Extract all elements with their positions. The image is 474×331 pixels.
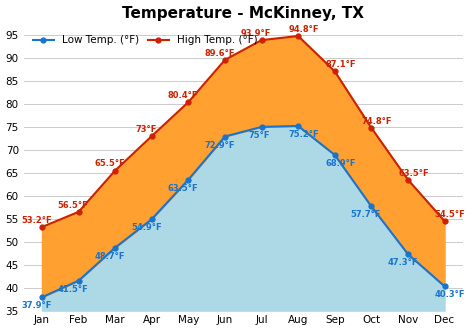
High Temp. (°F) [222,58,228,62]
Text: 57.7°F: 57.7°F [351,211,381,219]
Low Temp. (°F) [112,246,118,250]
High Temp. (°F) [39,225,45,229]
Line: High Temp. (°F): High Temp. (°F) [39,33,447,229]
Title: Temperature - McKinney, TX: Temperature - McKinney, TX [122,6,364,21]
Text: 72.9°F: 72.9°F [204,141,235,150]
High Temp. (°F) [259,38,264,42]
Text: 74.8°F: 74.8°F [362,117,392,126]
Text: 94.8°F: 94.8°F [289,25,319,34]
Low Temp. (°F) [149,217,155,221]
High Temp. (°F) [368,126,374,130]
Text: 47.3°F: 47.3°F [387,258,418,267]
Legend: Low Temp. (°F), High Temp. (°F): Low Temp. (°F), High Temp. (°F) [29,31,262,49]
High Temp. (°F) [405,178,411,182]
Text: 41.5°F: 41.5°F [58,285,88,294]
Text: 40.3°F: 40.3°F [435,290,465,299]
High Temp. (°F) [295,34,301,38]
Low Temp. (°F) [185,178,191,182]
Text: 63.5°F: 63.5°F [398,168,429,177]
Text: 73°F: 73°F [136,125,157,134]
Text: 87.1°F: 87.1°F [325,60,356,69]
High Temp. (°F) [442,219,447,223]
Low Temp. (°F) [368,204,374,208]
Text: 93.9°F: 93.9°F [241,29,271,38]
Text: 53.2°F: 53.2°F [21,216,52,225]
Text: 75°F: 75°F [248,131,270,140]
Text: 54.5°F: 54.5°F [435,210,465,219]
High Temp. (°F) [332,70,337,73]
High Temp. (°F) [112,168,118,172]
Text: 89.6°F: 89.6°F [204,49,235,58]
Text: 56.5°F: 56.5°F [58,201,88,210]
Low Temp. (°F) [259,125,264,129]
Text: 68.9°F: 68.9°F [325,159,356,168]
Text: 65.5°F: 65.5°F [94,159,125,168]
Line: Low Temp. (°F): Low Temp. (°F) [39,123,447,300]
Low Temp. (°F) [295,124,301,128]
Low Temp. (°F) [442,284,447,288]
Text: 37.9°F: 37.9°F [21,302,52,310]
High Temp. (°F) [76,210,82,214]
Text: 80.4°F: 80.4°F [167,91,198,100]
Text: 63.5°F: 63.5°F [167,184,198,193]
Low Temp. (°F) [222,135,228,139]
Text: 48.7°F: 48.7°F [94,252,125,261]
Low Temp. (°F) [76,279,82,283]
Low Temp. (°F) [332,153,337,157]
Text: 75.2°F: 75.2°F [288,130,319,139]
High Temp. (°F) [149,134,155,138]
High Temp. (°F) [185,100,191,104]
Text: 54.9°F: 54.9°F [131,223,162,232]
Low Temp. (°F) [405,252,411,256]
Low Temp. (°F) [39,295,45,299]
